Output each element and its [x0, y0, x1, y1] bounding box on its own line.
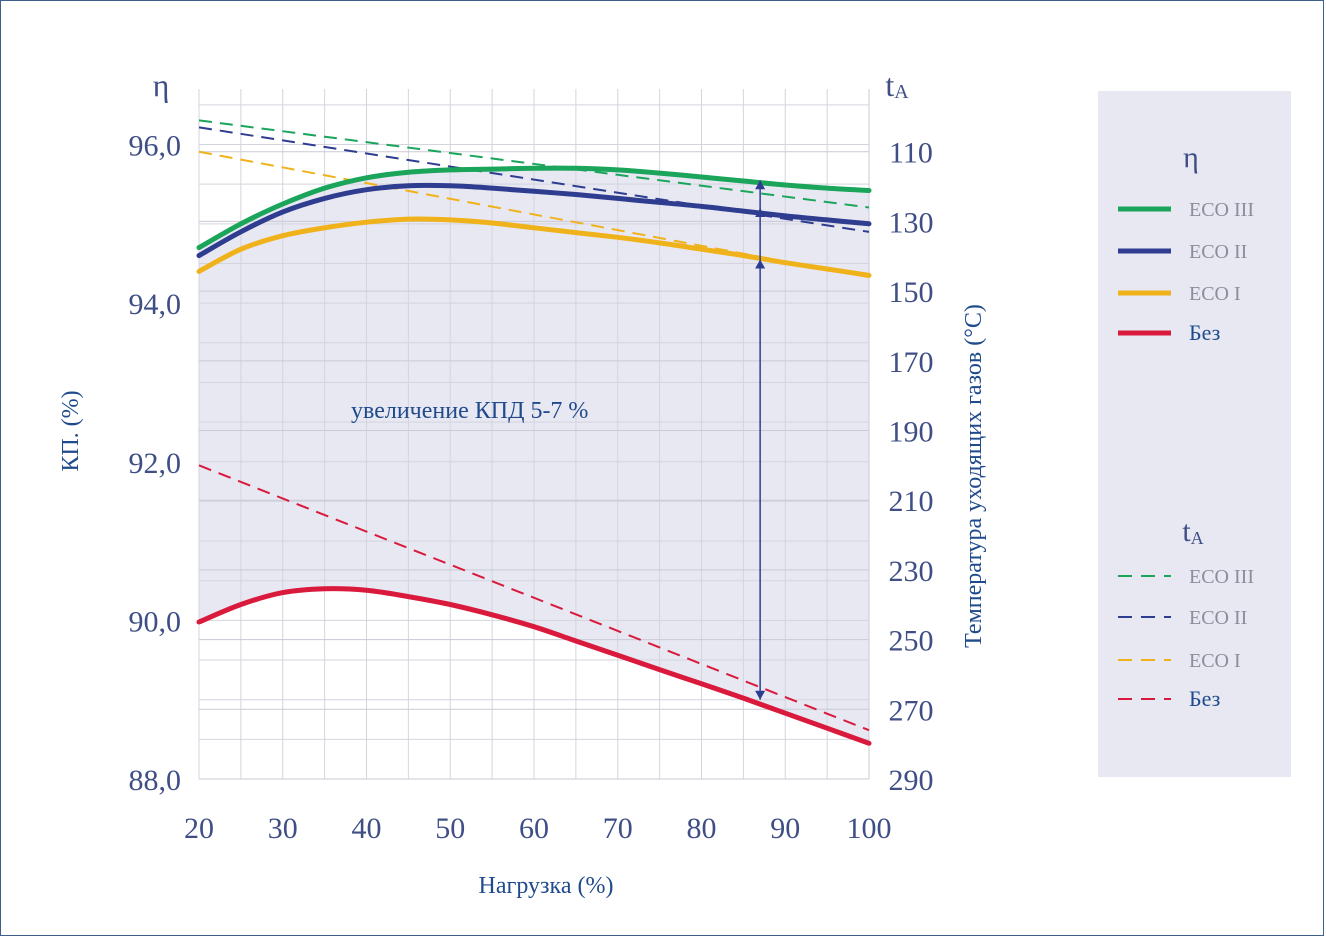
y-right-axis-title: Температура уходящих газов (°C) [961, 304, 987, 648]
y-left-tick-label: 88,0 [129, 764, 182, 797]
gain-arrow-head-bottom [755, 690, 766, 700]
legend-eta-label: ECO III [1189, 199, 1254, 221]
y-left-tick-label: 96,0 [129, 130, 182, 163]
eta-curve-eco-iii [196, 165, 872, 251]
x-tick-label: 20 [184, 812, 214, 845]
eta-axis-symbol: η [153, 67, 170, 103]
y-left-tick-label: 92,0 [129, 447, 182, 480]
gain-arrow-head-eco3 [755, 180, 766, 190]
legend-ta-label: ECO II [1189, 607, 1247, 629]
x-tick-label: 70 [603, 812, 633, 845]
y-right-tick-label: 170 [889, 346, 934, 379]
y-right-tick-label: 290 [889, 764, 934, 797]
ta-axis-symbol-t: t [885, 67, 894, 103]
x-tick-label: 90 [770, 812, 800, 845]
x-axis-title: Нагрузка (%) [479, 873, 614, 899]
legend-ta-label: ECO III [1189, 566, 1254, 588]
x-tick-label: 100 [847, 812, 892, 845]
legend-eta-title: η [1183, 141, 1199, 174]
eta-curve-без [196, 586, 872, 746]
gain-arrow-head-eco1 [755, 259, 766, 269]
eta-curve-eco-ii [196, 182, 872, 259]
y-left-tick-label: 90,0 [129, 605, 182, 638]
ta-axis-symbol-sub: A [894, 81, 909, 103]
y-left-axis-title: КП. (%) [58, 390, 84, 471]
y-right-tick-label: 150 [889, 276, 934, 309]
x-tick-label: 50 [435, 812, 465, 845]
legend-eta-label: ECO I [1189, 283, 1241, 305]
ta-axis-symbol: tA [885, 67, 909, 103]
legend-box [1098, 91, 1291, 777]
x-tick-label: 30 [268, 812, 298, 845]
y-right-tick-label: 230 [889, 555, 934, 588]
legend-ta-title-sub: A [1191, 528, 1204, 548]
y-right-tick-label: 190 [889, 416, 934, 449]
y-right-tick-label: 250 [889, 625, 934, 658]
legend-ta-label: ECO I [1189, 650, 1241, 672]
ta-line-eco-ii [198, 126, 870, 233]
legend-eta-label: Без [1189, 320, 1220, 345]
legend-eta-label: ECO II [1189, 241, 1247, 263]
y-right-tick-label: 130 [889, 206, 934, 239]
eta-curve-eco-i [196, 216, 872, 278]
ta-line-eco-iii [198, 119, 870, 209]
y-right-tick-label: 210 [889, 485, 934, 518]
legend-ta-label: Без [1189, 686, 1220, 711]
y-left-tick-label: 94,0 [129, 288, 182, 321]
x-tick-label: 60 [519, 812, 549, 845]
efficiency-gain-annotation: увеличение КПД 5-7 % [351, 398, 588, 424]
ta-line-без [198, 464, 870, 732]
x-tick-label: 80 [687, 812, 717, 845]
x-tick-label: 40 [352, 812, 382, 845]
y-right-tick-label: 270 [889, 694, 934, 727]
gain-arrow-head-eco2 [755, 207, 766, 217]
y-right-tick-label: 110 [889, 137, 933, 170]
